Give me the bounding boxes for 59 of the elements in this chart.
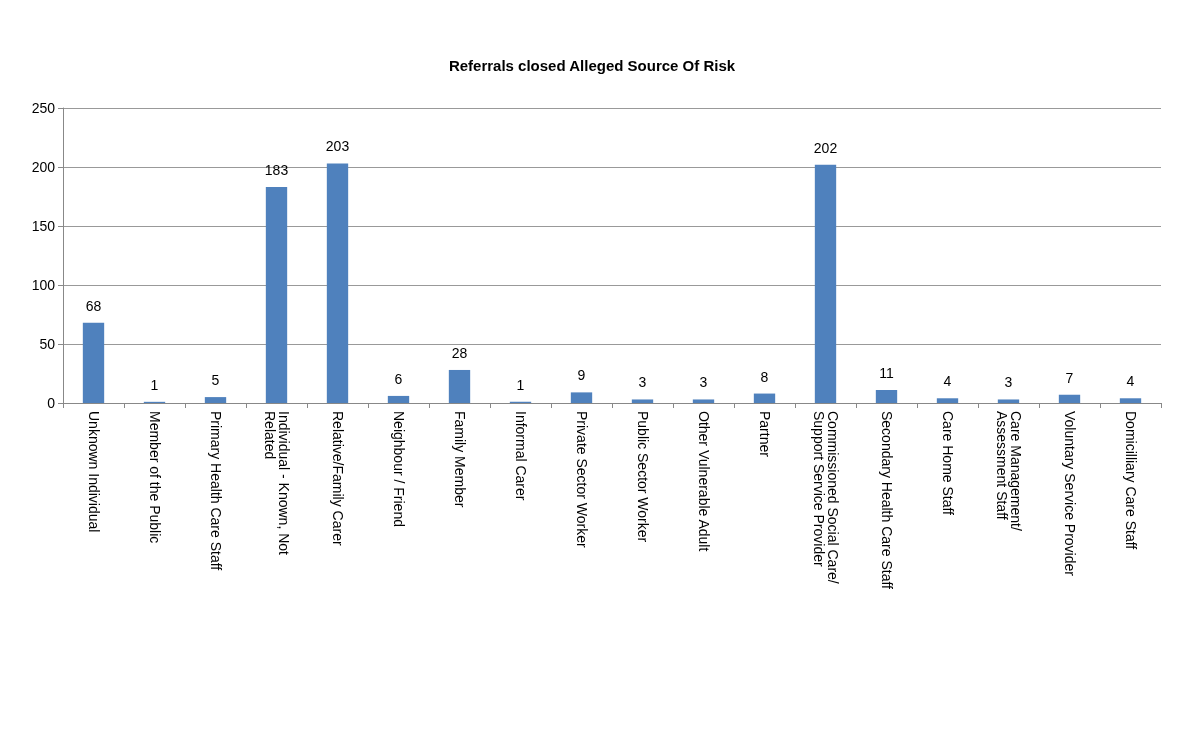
x-tick-label: Family Member: [451, 411, 468, 508]
bar: [1058, 394, 1081, 403]
data-label: 7: [1065, 369, 1074, 386]
x-tick-label: Care Management/Assessment Staff: [993, 411, 1024, 531]
bar: [448, 369, 471, 403]
x-tick-label: Private Sector Worker: [573, 411, 590, 549]
x-tick-label: Care Home Staff: [939, 411, 956, 516]
x-tick-label: Relative/Family Carer: [329, 411, 346, 546]
bar: [936, 398, 959, 403]
data-label: 3: [1004, 374, 1013, 391]
bar: [692, 399, 715, 403]
x-tick-label: Unknown Individual: [85, 411, 102, 533]
y-tick-label: 150: [31, 218, 56, 234]
bar: [814, 164, 837, 403]
bar: [631, 399, 654, 403]
data-label: 9: [577, 367, 586, 384]
bar: [1119, 398, 1142, 403]
data-label: 8: [760, 368, 769, 385]
bar: [997, 399, 1020, 403]
data-label: 68: [85, 297, 102, 314]
bar: [326, 163, 349, 403]
bar: [204, 397, 227, 403]
y-tick-label: 0: [47, 395, 56, 411]
data-label: 4: [1126, 373, 1135, 390]
y-tick-label: 200: [31, 159, 56, 175]
x-tick-label: Other Vulnerable Adult: [695, 411, 712, 552]
x-tick-label: Individual - Known, Not Related: [261, 411, 292, 559]
data-label: 28: [451, 344, 468, 361]
bar: [570, 392, 593, 403]
chart-title: Referrals closed Alleged Source Of Risk: [448, 57, 736, 74]
data-label: 11: [879, 365, 894, 382]
x-tick-label: Secondary Health Care Staff: [878, 411, 895, 590]
data-label: 183: [264, 162, 289, 179]
bar: [387, 395, 410, 403]
x-tick-label: Commissioned Social Care/Support Service Provider: [810, 411, 841, 584]
data-label: 6: [394, 370, 403, 387]
x-tick-label: Public Sector Worker: [634, 411, 651, 543]
data-label: 5: [211, 372, 220, 389]
x-tick-label: Voluntary Service Provider: [1061, 411, 1078, 577]
data-label: 3: [638, 374, 647, 391]
y-tick-label: 100: [31, 277, 56, 293]
x-tick-label: Informal Carer: [512, 411, 529, 501]
data-label: 202: [813, 139, 838, 156]
x-tick-label: Partner: [756, 411, 773, 458]
y-tick-label: 50: [39, 336, 56, 352]
bar: [265, 187, 288, 403]
data-label: 203: [325, 138, 350, 155]
x-tick-label: Neighbour / Friend: [390, 411, 407, 527]
data-label: 3: [699, 374, 708, 391]
x-tick-label: Domicilliary Care Staff: [1122, 411, 1139, 550]
y-tick-label: 250: [31, 100, 56, 116]
bar: [753, 393, 776, 403]
bar: [82, 322, 105, 403]
bar: [875, 390, 898, 403]
data-label: 4: [943, 373, 952, 390]
x-tick-label: Member of the Public: [146, 411, 163, 544]
x-tick-label: Primary Health Care Staff: [207, 411, 224, 571]
data-label: 1: [516, 376, 525, 393]
data-label: 1: [150, 376, 159, 393]
